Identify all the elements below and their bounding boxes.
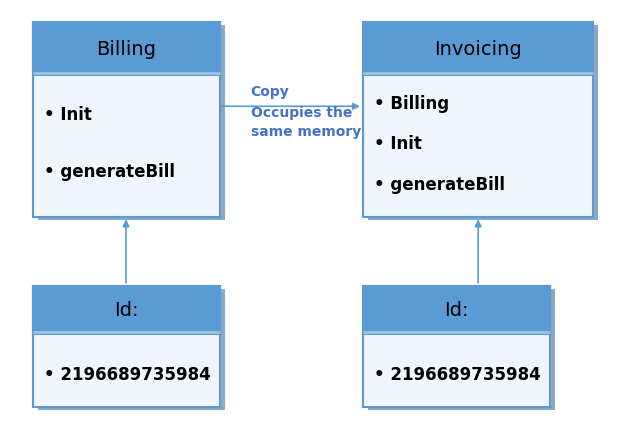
FancyBboxPatch shape	[33, 286, 220, 334]
Text: Copy: Copy	[250, 85, 289, 99]
Text: • generateBill: • generateBill	[44, 163, 175, 181]
FancyBboxPatch shape	[363, 23, 593, 76]
FancyBboxPatch shape	[33, 23, 220, 217]
FancyBboxPatch shape	[33, 286, 220, 407]
Text: • 2196689735984: • 2196689735984	[374, 365, 541, 383]
Text: Id:: Id:	[444, 301, 469, 319]
FancyBboxPatch shape	[363, 286, 550, 334]
Text: Billing: Billing	[96, 39, 156, 59]
FancyBboxPatch shape	[368, 26, 598, 220]
Text: • Init: • Init	[374, 135, 422, 153]
Text: • 2196689735984: • 2196689735984	[44, 365, 210, 383]
FancyBboxPatch shape	[38, 26, 225, 220]
FancyBboxPatch shape	[363, 23, 593, 217]
Text: Occupies the
same memory: Occupies the same memory	[250, 105, 361, 139]
Text: • Init: • Init	[44, 106, 91, 124]
Text: • generateBill: • generateBill	[374, 176, 505, 194]
FancyBboxPatch shape	[33, 23, 220, 76]
Text: Invoicing: Invoicing	[434, 39, 522, 59]
FancyBboxPatch shape	[363, 286, 550, 407]
FancyBboxPatch shape	[368, 289, 555, 410]
Text: Id:: Id:	[114, 301, 138, 319]
Text: • Billing: • Billing	[374, 95, 449, 113]
FancyBboxPatch shape	[38, 289, 225, 410]
